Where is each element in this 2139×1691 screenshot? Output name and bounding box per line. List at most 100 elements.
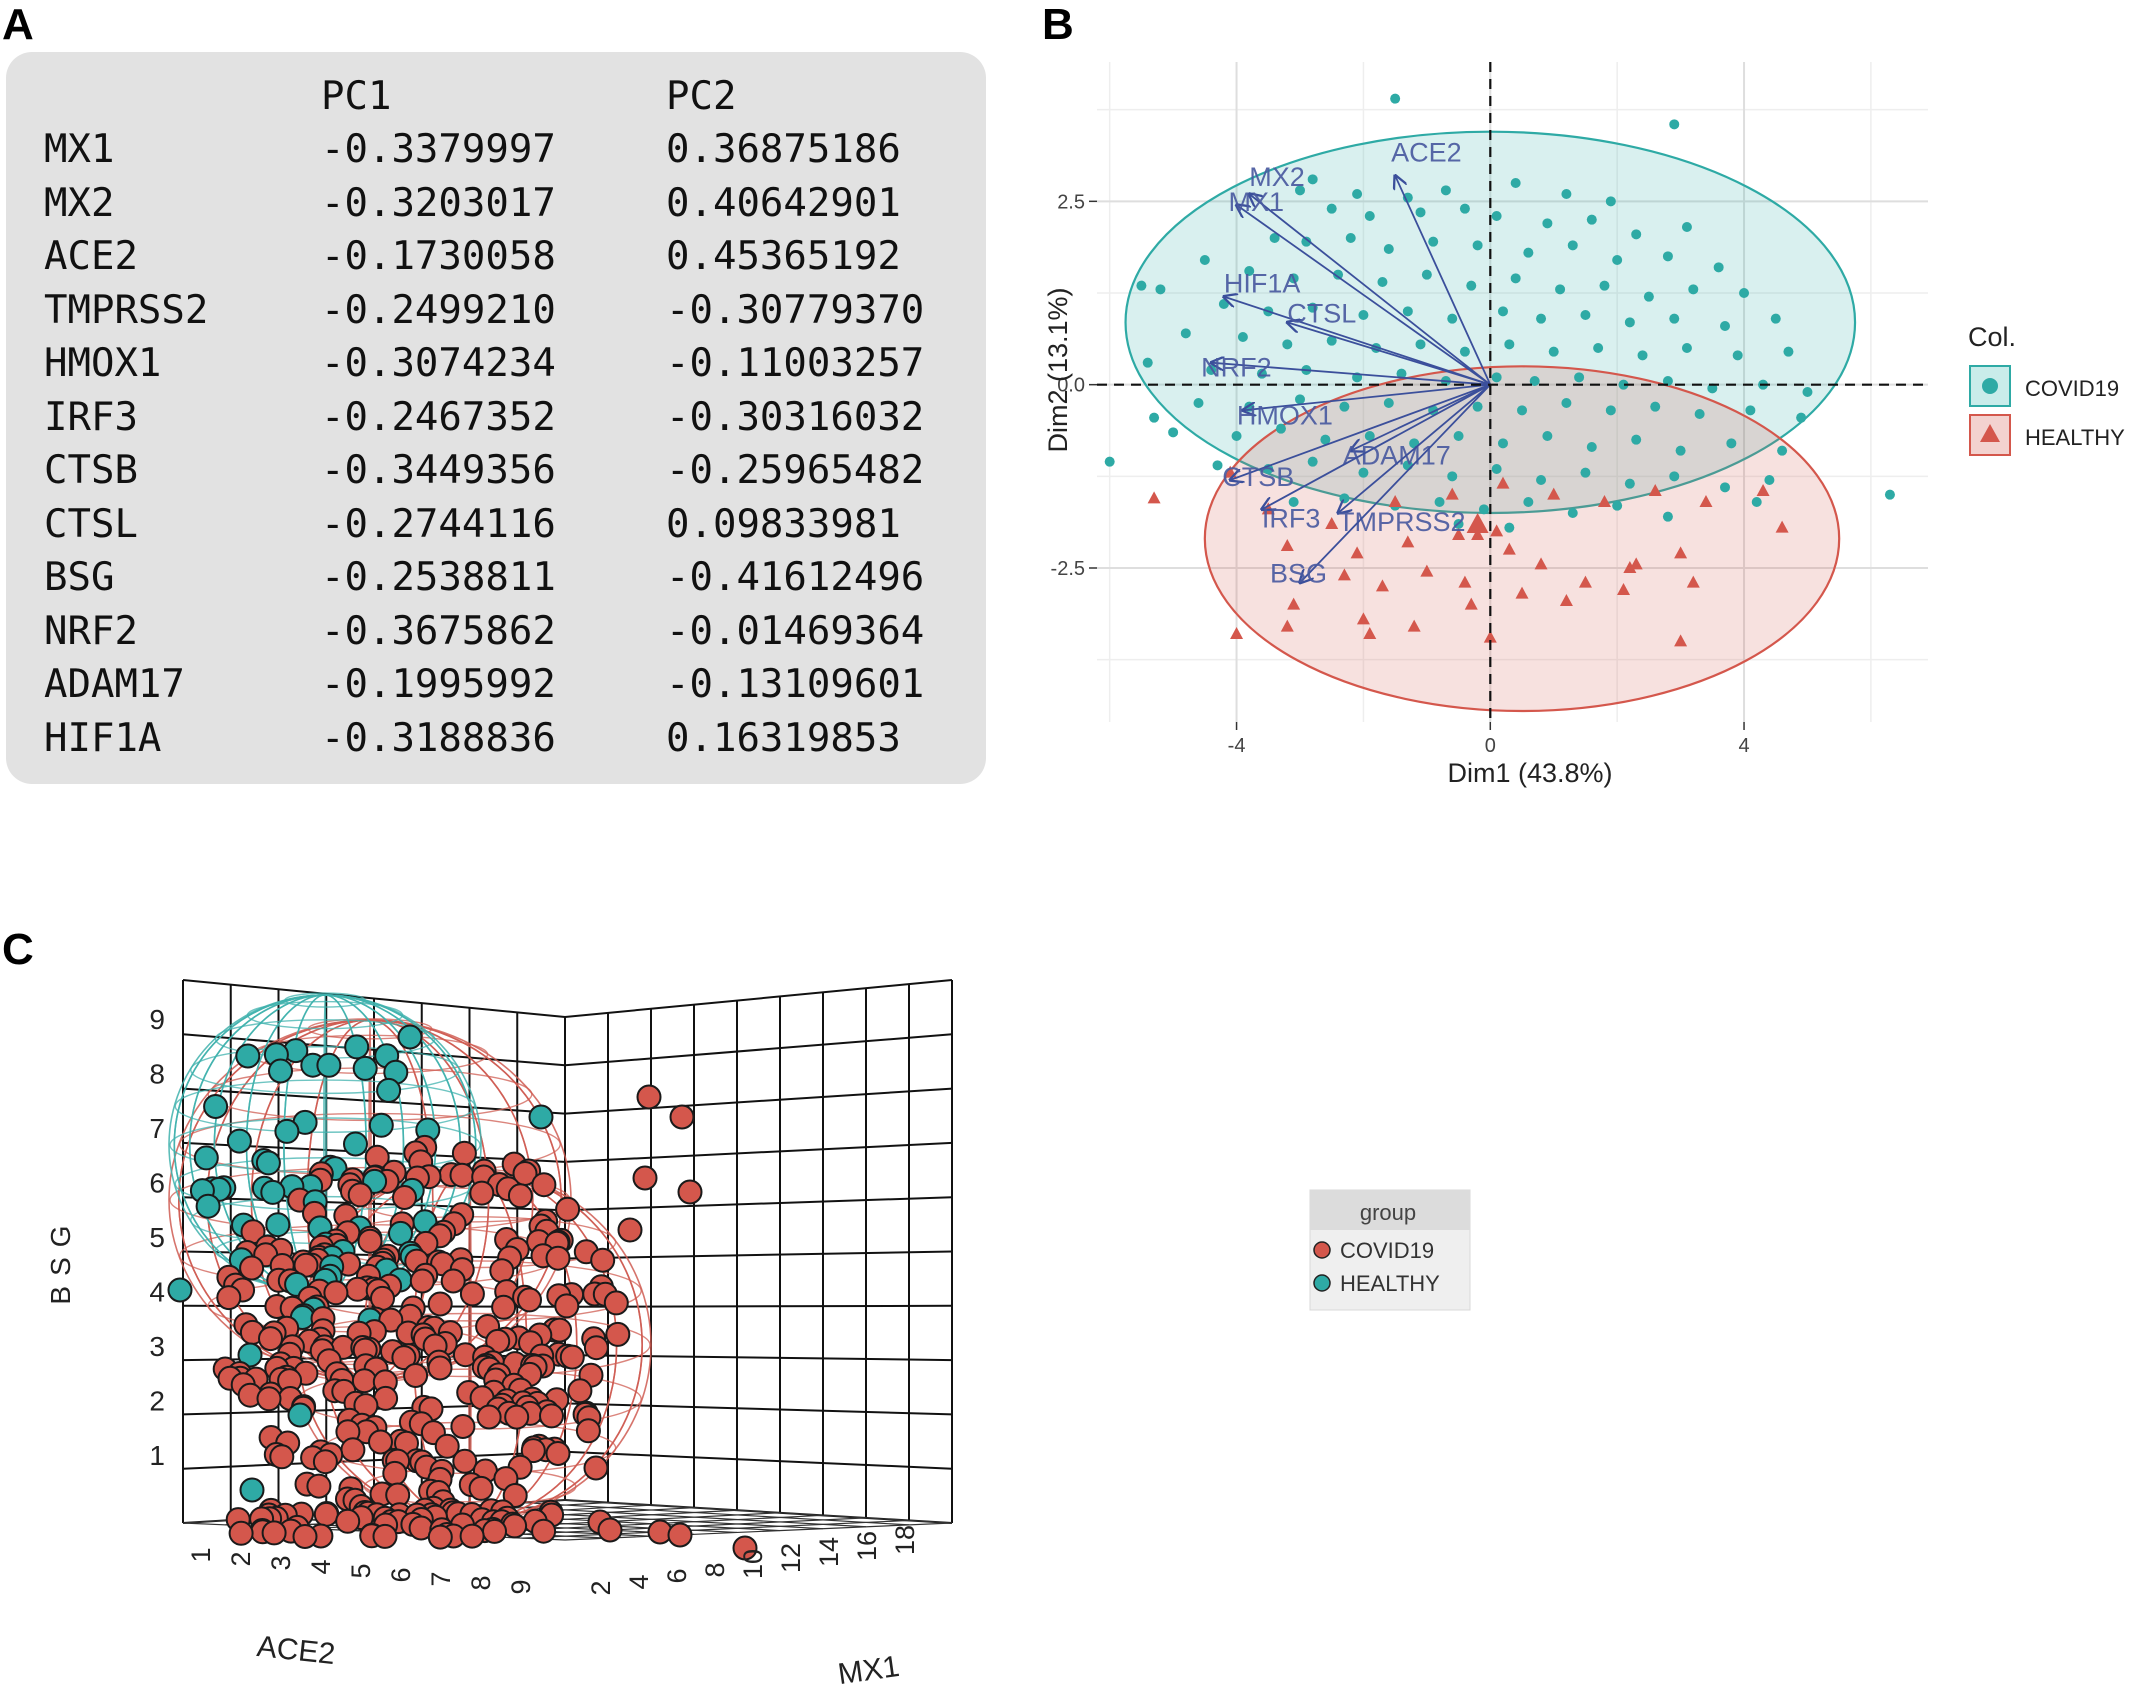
data-point-covid19 bbox=[1567, 508, 1578, 518]
table-cell-gene: MX2 bbox=[44, 180, 115, 226]
data-point-covid19 bbox=[546, 1341, 572, 1367]
data-point-covid19 bbox=[1440, 185, 1451, 196]
data-point-covid19 bbox=[587, 1509, 613, 1535]
data-point-healthy bbox=[235, 1043, 261, 1069]
data-point-covid19 bbox=[485, 1328, 511, 1354]
data-point-covid19 bbox=[1364, 211, 1375, 221]
data-point-covid19 bbox=[525, 1390, 550, 1416]
data-point-covid19 bbox=[482, 1518, 507, 1544]
data-point-healthy bbox=[1420, 564, 1434, 577]
data-point-covid19 bbox=[1561, 398, 1572, 408]
grid-line bbox=[564, 1033, 953, 1067]
data-point-covid19 bbox=[374, 1168, 400, 1194]
wireframe-healthy bbox=[174, 1157, 476, 1211]
data-point-covid19 bbox=[313, 1501, 339, 1527]
mx1-tick-label: 2 bbox=[586, 1580, 616, 1595]
wireframe-covid19 bbox=[298, 1368, 642, 1430]
data-point-covid19 bbox=[297, 1328, 322, 1354]
data-point-covid19 bbox=[539, 1403, 564, 1429]
data-point-healthy bbox=[344, 1034, 370, 1060]
data-point-covid19 bbox=[1643, 291, 1654, 302]
data-point-healthy bbox=[300, 1052, 326, 1078]
data-point-healthy bbox=[199, 1176, 225, 1202]
data-point-covid19 bbox=[544, 1230, 570, 1256]
grid-line bbox=[564, 1499, 953, 1524]
data-point-healthy bbox=[412, 1209, 438, 1235]
data-point-covid19 bbox=[502, 1513, 528, 1539]
table-cell-pc1: -0.2467352 bbox=[321, 394, 556, 440]
data-point-covid19 bbox=[1605, 405, 1616, 416]
data-point-covid19 bbox=[491, 1294, 517, 1320]
data-point-covid19 bbox=[418, 1478, 444, 1504]
data-point-covid19 bbox=[284, 1514, 310, 1540]
data-point-covid19 bbox=[1339, 493, 1350, 504]
grid-line bbox=[182, 1354, 566, 1362]
data-point-covid19 bbox=[1517, 405, 1528, 416]
data-point-covid19 bbox=[438, 1162, 464, 1188]
grid-line bbox=[182, 1087, 566, 1115]
data-point-covid19 bbox=[1371, 343, 1382, 353]
data-point-covid19 bbox=[1263, 306, 1274, 317]
legend-marker-covid19 bbox=[1313, 1241, 1331, 1259]
legend-marker-healthy bbox=[1980, 424, 2000, 442]
data-point-healthy bbox=[251, 1175, 277, 1201]
data-point-covid19 bbox=[277, 1368, 303, 1394]
data-point-covid19 bbox=[323, 1280, 349, 1306]
data-point-covid19 bbox=[1472, 401, 1483, 412]
table-cell-pc2: -0.30316032 bbox=[666, 394, 925, 440]
wireframe-healthy bbox=[245, 994, 405, 1296]
data-point-covid19 bbox=[1428, 405, 1439, 416]
data-point-covid19 bbox=[331, 1378, 357, 1404]
table-cell-pc1: -0.2538811 bbox=[321, 555, 556, 600]
data-point-healthy bbox=[317, 1154, 343, 1180]
data-point-covid19 bbox=[555, 1196, 581, 1222]
data-point-covid19 bbox=[1669, 119, 1680, 130]
scatter3d-y-axis-label: BSG bbox=[45, 1215, 76, 1304]
data-point-covid19 bbox=[277, 1341, 303, 1367]
ace2-tick-label: 7 bbox=[426, 1571, 456, 1586]
data-point-covid19 bbox=[1364, 431, 1375, 441]
floor-line bbox=[395, 1509, 781, 1532]
wireframe-covid19 bbox=[323, 1421, 617, 1475]
data-point-covid19 bbox=[1555, 284, 1566, 295]
data-point-covid19 bbox=[372, 1505, 398, 1531]
data-point-covid19 bbox=[533, 1437, 559, 1463]
data-point-healthy bbox=[1686, 575, 1700, 588]
data-point-healthy bbox=[397, 1240, 423, 1266]
data-point-covid19 bbox=[452, 1448, 478, 1474]
grid-line bbox=[564, 1250, 953, 1260]
wireframe-covid19 bbox=[250, 1019, 490, 1381]
data-point-covid19 bbox=[1713, 262, 1724, 273]
data-point-covid19 bbox=[308, 1523, 334, 1549]
ace2-tick-label: 2 bbox=[226, 1551, 256, 1566]
data-point-covid19 bbox=[340, 1167, 366, 1193]
wireframe-covid19 bbox=[207, 1067, 533, 1122]
data-point-covid19 bbox=[266, 1267, 292, 1293]
floor-line bbox=[225, 1501, 609, 1526]
data-point-covid19 bbox=[583, 1335, 609, 1361]
data-point-covid19 bbox=[1256, 368, 1267, 379]
data-point-covid19 bbox=[1586, 442, 1597, 452]
data-point-covid19 bbox=[261, 1520, 287, 1546]
data-point-covid19 bbox=[422, 1333, 448, 1359]
data-point-covid19 bbox=[322, 1378, 348, 1404]
mx1-tick-label: 16 bbox=[852, 1531, 882, 1561]
data-point-covid19 bbox=[1612, 500, 1623, 511]
data-point-covid19 bbox=[1390, 500, 1401, 511]
wireframe-covid19 bbox=[169, 1166, 571, 1234]
biplot-legend: Col. COVID19 HEALTHY bbox=[1968, 322, 2125, 456]
data-point-covid19 bbox=[1662, 511, 1673, 522]
biplot-grid bbox=[1097, 62, 1928, 722]
data-point-covid19 bbox=[1732, 350, 1743, 361]
data-point-covid19 bbox=[412, 1326, 438, 1352]
data-point-covid19 bbox=[387, 1502, 412, 1528]
data-point-covid19 bbox=[329, 1368, 355, 1393]
data-point-covid19 bbox=[1294, 394, 1305, 405]
data-point-covid19 bbox=[1288, 497, 1299, 507]
data-point-covid19 bbox=[278, 1518, 304, 1544]
data-point-covid19 bbox=[369, 1481, 395, 1507]
data-point-covid19 bbox=[1275, 423, 1286, 434]
mx1-tick-label: 14 bbox=[814, 1537, 844, 1567]
data-point-covid19 bbox=[1707, 383, 1718, 394]
wireframe-covid19 bbox=[363, 1184, 577, 1223]
